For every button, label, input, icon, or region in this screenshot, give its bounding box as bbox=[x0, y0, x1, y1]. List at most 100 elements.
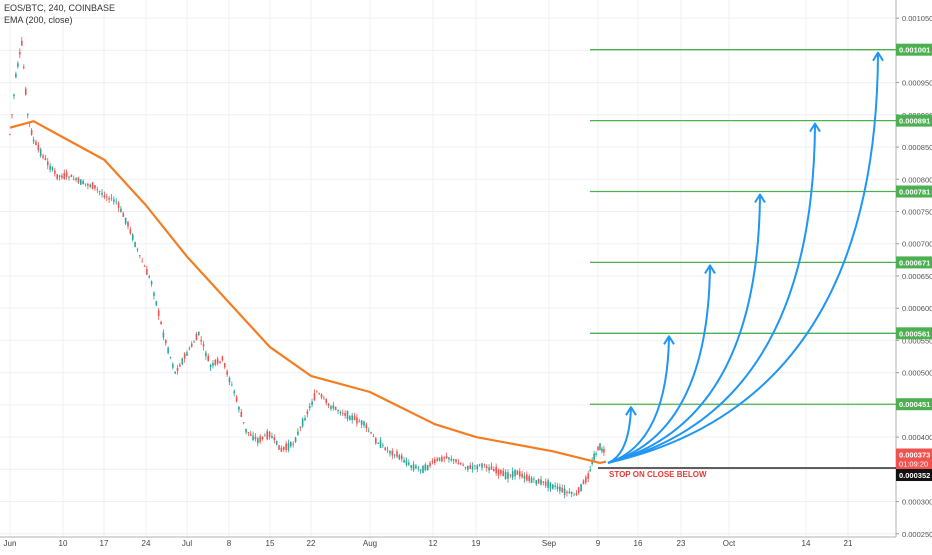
candle-body bbox=[294, 437, 297, 443]
candle-body bbox=[174, 371, 176, 374]
candle-body bbox=[37, 144, 40, 151]
candle-body bbox=[323, 398, 325, 400]
y-tick-label: 0.000300 bbox=[902, 498, 932, 507]
candle-body bbox=[198, 331, 200, 335]
candle-body bbox=[207, 355, 210, 362]
current-price-badge bbox=[896, 448, 932, 470]
candle-body bbox=[105, 196, 108, 198]
candle-body bbox=[511, 471, 514, 478]
target-level-label: 0.000781 bbox=[899, 188, 930, 197]
x-tick-label: Jul bbox=[182, 539, 192, 548]
y-tick-label: 0.000750 bbox=[902, 207, 932, 216]
candle-body bbox=[556, 486, 559, 490]
candle-body bbox=[108, 198, 110, 200]
candle-body bbox=[169, 357, 172, 358]
candle-body bbox=[507, 472, 509, 479]
target-level-badge bbox=[896, 327, 932, 340]
arrow-head bbox=[704, 264, 716, 274]
candle-body bbox=[481, 463, 483, 468]
candle-body bbox=[186, 352, 188, 356]
candle-body bbox=[84, 183, 87, 185]
candle-body bbox=[113, 199, 115, 202]
candle-body bbox=[22, 66, 25, 69]
arrow-head bbox=[872, 51, 884, 62]
candle-body bbox=[231, 384, 233, 386]
candle-body bbox=[462, 464, 464, 466]
target-levels: 0.001001 0.000891 0.000781 0.000671 0.000561… bbox=[590, 43, 932, 411]
candle-body bbox=[452, 459, 455, 461]
candle-body bbox=[313, 393, 316, 401]
candle-body bbox=[457, 462, 460, 465]
candle-body bbox=[386, 449, 389, 451]
projection-arrow bbox=[607, 337, 670, 464]
x-tick-label: 23 bbox=[677, 539, 686, 548]
x-tick-label: 17 bbox=[100, 539, 109, 548]
indicator-title[interactable]: EMA (200, close) bbox=[4, 15, 73, 25]
candle-body bbox=[226, 371, 228, 375]
target-level-badge bbox=[896, 43, 932, 56]
candle-body bbox=[509, 474, 512, 476]
candle-body bbox=[405, 460, 408, 466]
symbol-title[interactable]: EOS/BTC, 240, COINBASE bbox=[4, 3, 116, 13]
candle-body bbox=[209, 365, 212, 368]
arrow-head bbox=[625, 406, 637, 416]
x-tick-label: 10 bbox=[59, 539, 68, 548]
candle-body bbox=[141, 261, 143, 263]
candle-body bbox=[393, 454, 396, 456]
x-tick-label: 12 bbox=[429, 539, 438, 548]
candle-body bbox=[301, 418, 304, 427]
candle-body bbox=[72, 178, 75, 180]
candle-body bbox=[346, 410, 349, 420]
candle-body bbox=[549, 482, 552, 489]
candle-body bbox=[379, 440, 382, 448]
x-tick-label: 9 bbox=[596, 539, 601, 548]
candle-body bbox=[117, 202, 120, 208]
candle-body bbox=[603, 448, 605, 453]
candle-body bbox=[202, 344, 205, 347]
candle-body bbox=[101, 192, 103, 195]
candle-body bbox=[80, 179, 82, 185]
candle-body bbox=[497, 469, 500, 476]
candle-body bbox=[526, 474, 528, 481]
y-tick-label: 0.001050 bbox=[902, 14, 932, 23]
candle-body bbox=[176, 367, 179, 372]
candle-body bbox=[476, 465, 479, 470]
candle-body bbox=[540, 479, 542, 485]
candle-body bbox=[63, 173, 66, 180]
candle-body bbox=[167, 347, 169, 354]
candle-body bbox=[235, 396, 238, 402]
candle-body bbox=[330, 406, 332, 409]
candle-body bbox=[19, 52, 21, 55]
y-tick-label: 0.000850 bbox=[902, 143, 932, 152]
candle-body bbox=[396, 451, 398, 457]
x-tick-label: 24 bbox=[142, 539, 151, 548]
candle-body bbox=[523, 475, 526, 479]
candle-body bbox=[483, 464, 486, 466]
candle-body bbox=[223, 363, 226, 368]
candle-body bbox=[219, 361, 221, 363]
candle-body bbox=[398, 454, 401, 460]
candle-body bbox=[134, 242, 136, 247]
candle-body bbox=[285, 443, 287, 450]
candle-body bbox=[535, 480, 538, 485]
candle-body bbox=[341, 413, 344, 415]
candle-body bbox=[160, 321, 162, 325]
candle-body bbox=[146, 269, 148, 275]
x-tick-label: 14 bbox=[802, 539, 811, 548]
candle-body bbox=[9, 134, 11, 135]
candle-body bbox=[471, 466, 474, 470]
candle-body bbox=[591, 461, 593, 465]
x-tick-label: 16 bbox=[634, 539, 643, 548]
candle-body bbox=[292, 443, 294, 445]
candle-body bbox=[61, 175, 63, 178]
y-tick-label: 0.000650 bbox=[902, 272, 932, 281]
candle-body bbox=[561, 487, 564, 492]
candle-body bbox=[153, 292, 155, 296]
candle-body bbox=[32, 139, 35, 142]
projection-arrow bbox=[607, 266, 711, 464]
stop-annotation: STOP ON CLOSE BELOW bbox=[609, 470, 707, 479]
candle-body bbox=[351, 415, 353, 421]
candle-body bbox=[365, 424, 368, 429]
candle-body bbox=[188, 348, 191, 350]
